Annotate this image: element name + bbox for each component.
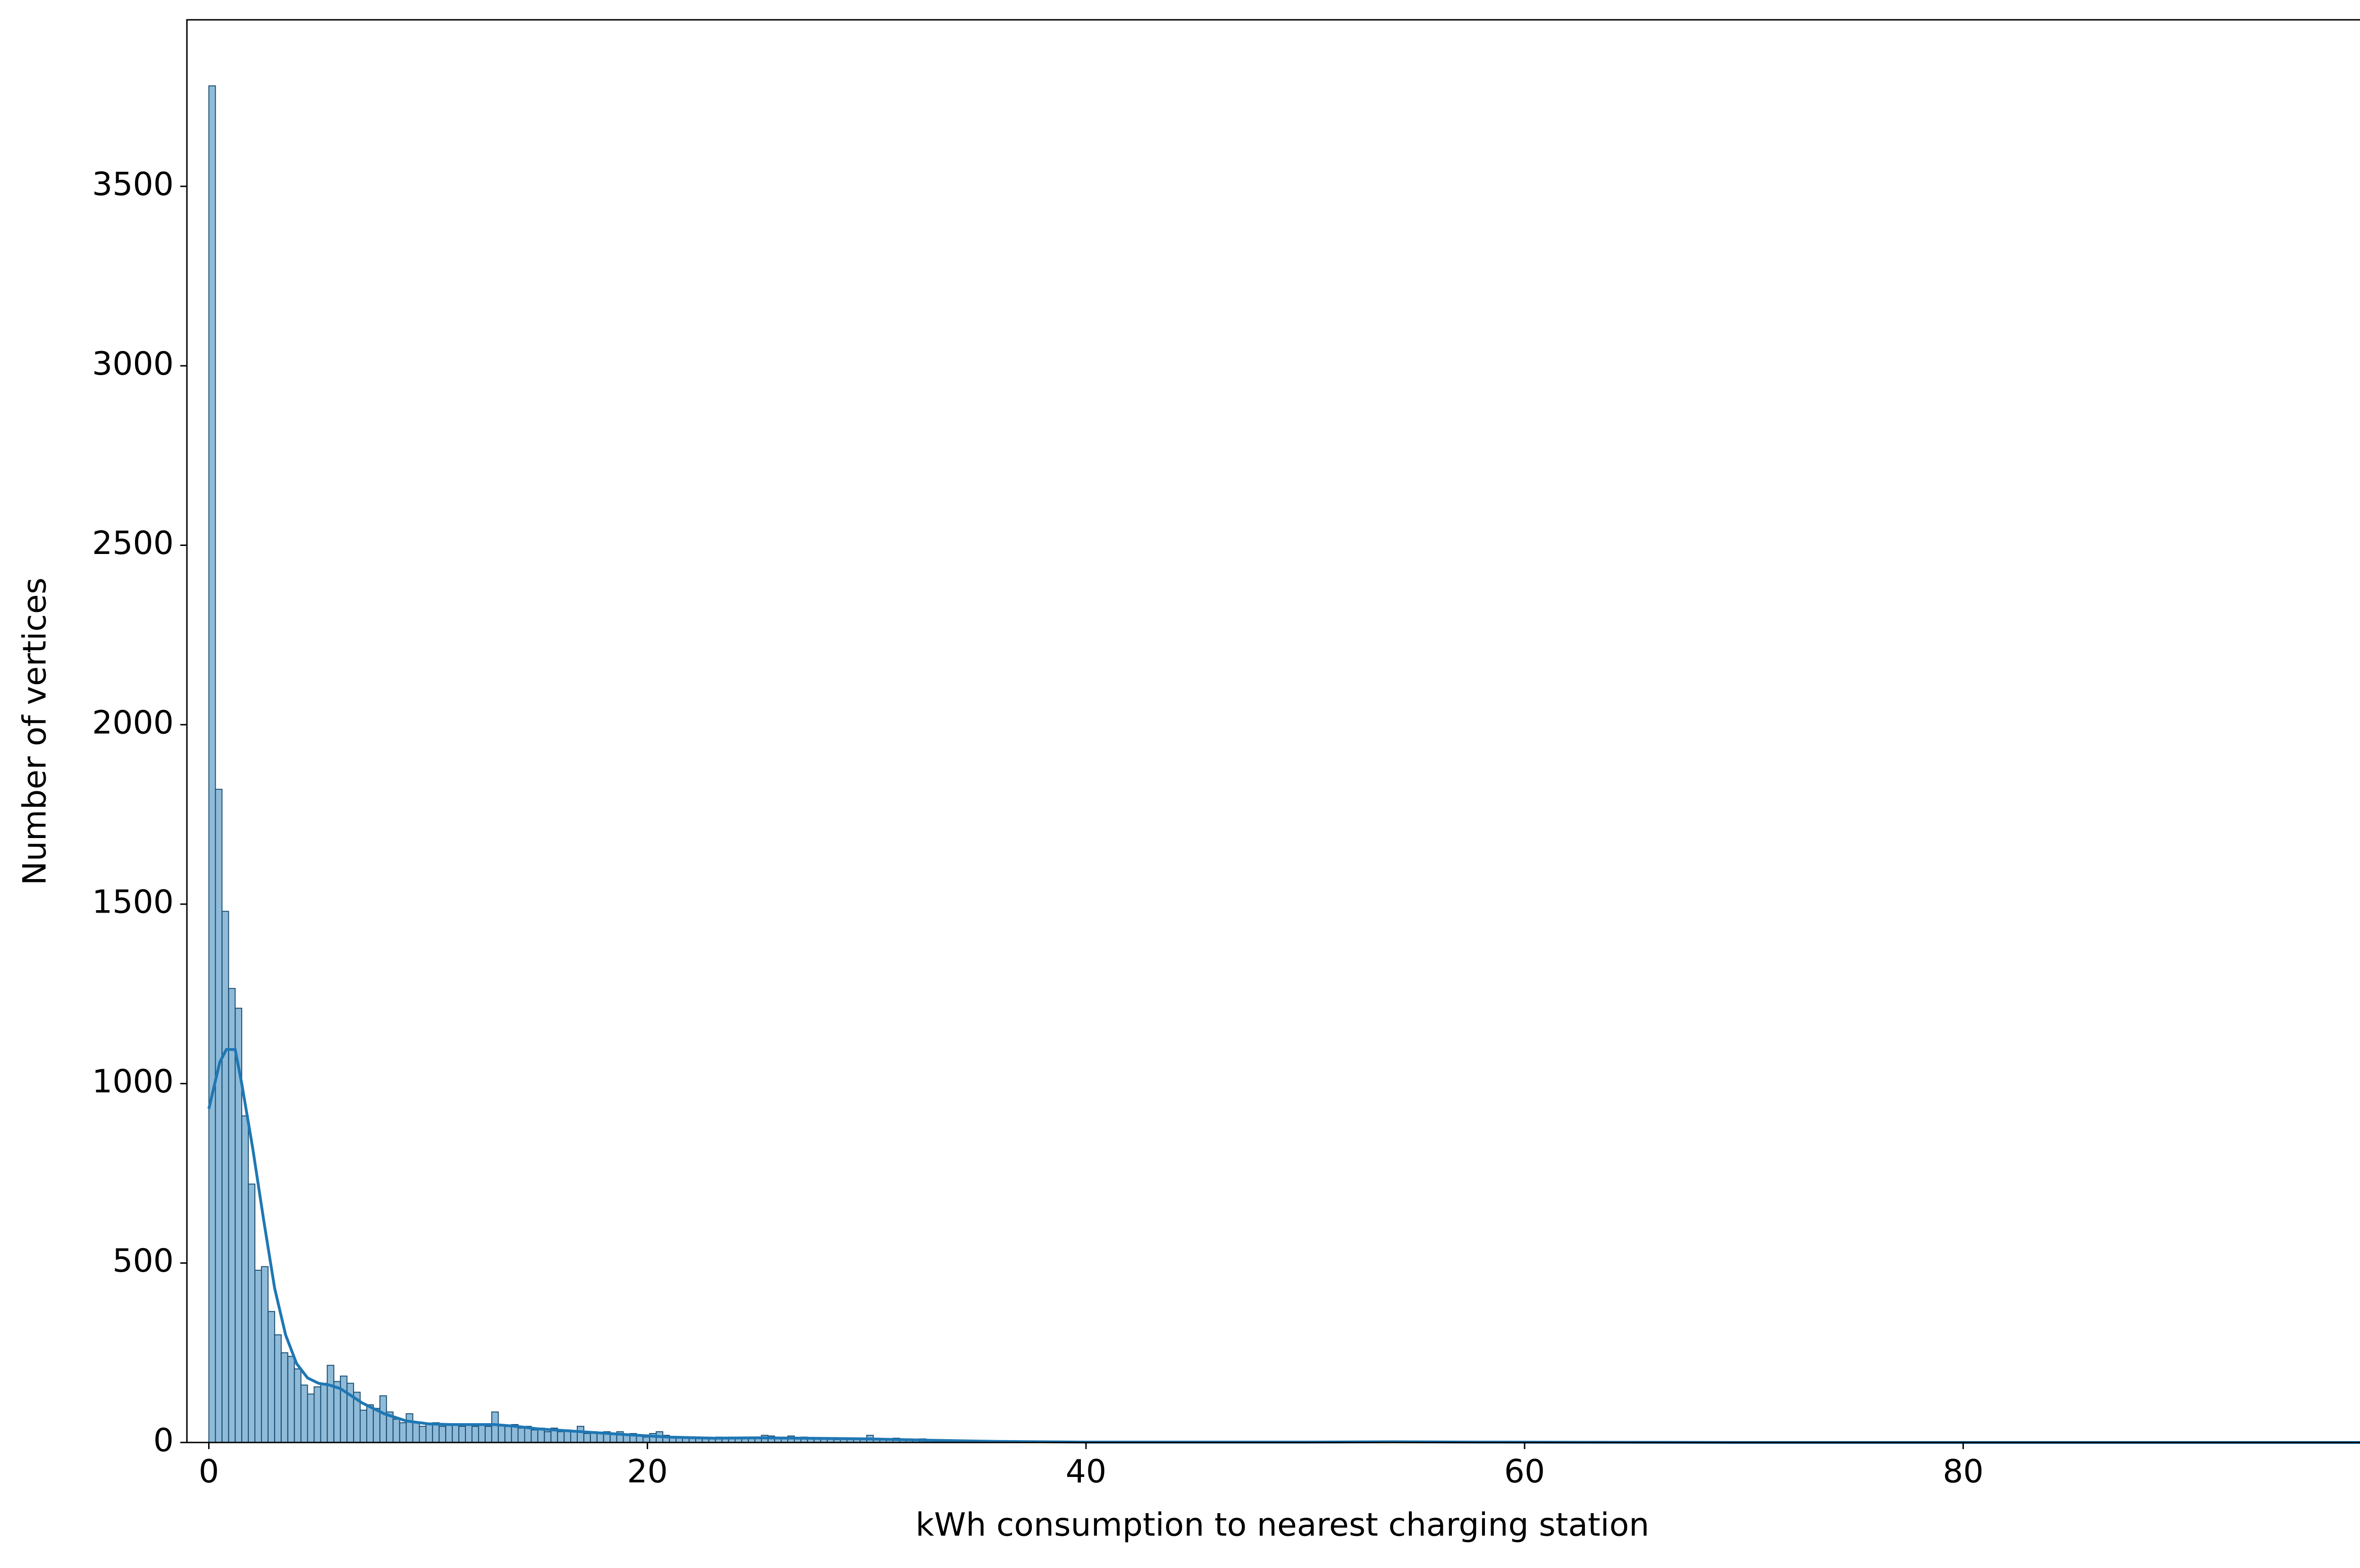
bar xyxy=(445,1424,453,1443)
bar xyxy=(458,1425,466,1443)
y-axis-label: Number of vertices xyxy=(17,578,54,885)
bar xyxy=(452,1424,460,1443)
bar xyxy=(405,1413,413,1443)
bar xyxy=(360,1409,367,1443)
bar xyxy=(313,1386,321,1443)
y-tick-label: 3000 xyxy=(92,345,174,383)
bar xyxy=(465,1424,472,1443)
bar xyxy=(531,1429,539,1443)
bar xyxy=(497,1424,506,1443)
bar xyxy=(432,1422,440,1443)
bar xyxy=(307,1393,315,1443)
bar xyxy=(333,1381,341,1443)
y-tick-label: 0 xyxy=(153,1422,174,1459)
bar xyxy=(596,1433,604,1443)
bar xyxy=(340,1375,348,1443)
bar xyxy=(438,1425,447,1443)
bar xyxy=(544,1431,552,1443)
bar xyxy=(570,1431,578,1443)
bar xyxy=(491,1411,499,1443)
bar xyxy=(623,1434,631,1443)
bar xyxy=(478,1424,486,1443)
bar xyxy=(504,1425,512,1443)
bar xyxy=(576,1425,584,1443)
bar xyxy=(425,1424,433,1443)
bar xyxy=(267,1311,275,1443)
bar xyxy=(484,1425,492,1443)
bar xyxy=(228,988,236,1443)
x-tick-label: 0 xyxy=(199,1453,219,1491)
y-tick-label: 1500 xyxy=(92,884,174,921)
y-tick-label: 500 xyxy=(112,1242,174,1280)
bar xyxy=(392,1418,400,1443)
bar xyxy=(399,1422,407,1443)
bar xyxy=(419,1425,427,1443)
bar xyxy=(583,1433,591,1443)
x-tick-label: 20 xyxy=(627,1453,668,1491)
kde-line xyxy=(207,1048,2360,1444)
bar xyxy=(261,1266,269,1443)
bar xyxy=(280,1352,288,1443)
bar xyxy=(300,1384,308,1443)
y-tick-label: 2000 xyxy=(92,704,174,741)
bar xyxy=(241,1115,249,1443)
bar xyxy=(517,1427,525,1443)
bar xyxy=(379,1395,387,1443)
bar xyxy=(327,1365,335,1443)
bar xyxy=(557,1431,565,1443)
x-tick-label: 60 xyxy=(1504,1453,1545,1491)
bar xyxy=(287,1356,295,1443)
bar xyxy=(320,1383,328,1443)
x-axis-label: kWh consumption to nearest charging stat… xyxy=(916,1507,1650,1544)
bar xyxy=(248,1183,256,1443)
bar xyxy=(254,1269,262,1443)
bar xyxy=(471,1425,479,1443)
bar xyxy=(221,911,229,1443)
bar xyxy=(215,788,223,1443)
x-tick-label: 40 xyxy=(1066,1453,1107,1491)
x-tick-label: 80 xyxy=(1943,1453,1984,1491)
bar xyxy=(412,1422,420,1443)
plot-frame xyxy=(186,19,2360,1443)
bar xyxy=(294,1368,302,1443)
y-tick-label: 3500 xyxy=(92,166,174,203)
bar xyxy=(642,1436,650,1443)
y-tick-label: 2500 xyxy=(92,525,174,562)
bar xyxy=(366,1404,374,1443)
bar xyxy=(274,1334,282,1443)
bar xyxy=(208,85,216,1443)
bar xyxy=(372,1408,380,1443)
y-tick-label: 1000 xyxy=(92,1063,174,1100)
